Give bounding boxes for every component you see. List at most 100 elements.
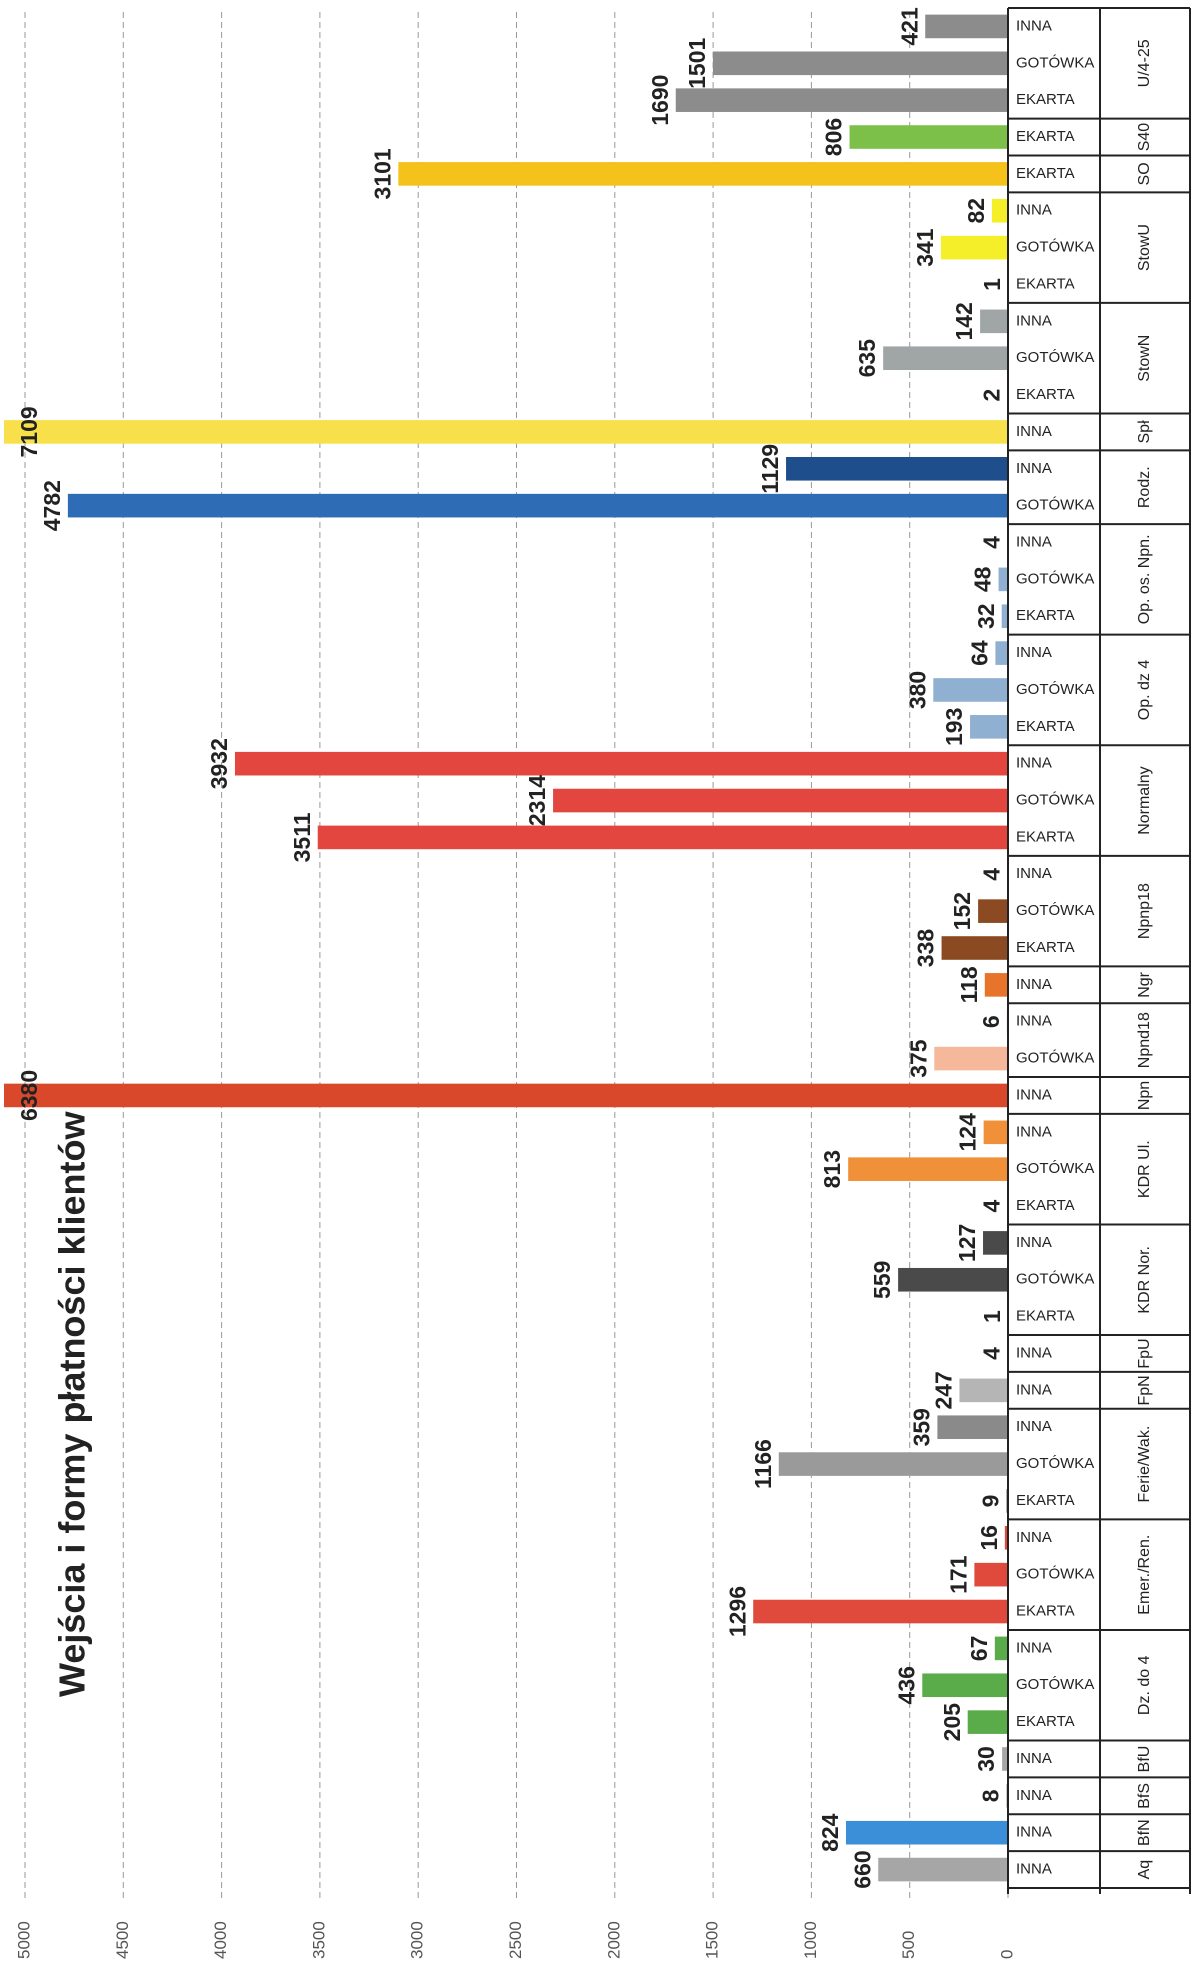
category-label: INNA bbox=[1016, 533, 1052, 550]
group-label: SO bbox=[1136, 162, 1153, 185]
group-label: StowN bbox=[1136, 335, 1153, 382]
group-label: Op. os. Npn. bbox=[1136, 534, 1153, 624]
category-label: EKARTA bbox=[1016, 828, 1075, 845]
group-label: Dz. do 4 bbox=[1136, 1655, 1153, 1715]
bar bbox=[849, 125, 1008, 149]
value-label: 635 bbox=[854, 339, 880, 378]
bar bbox=[922, 1673, 1008, 1698]
value-label: 6380 bbox=[16, 1070, 42, 1121]
category-label: INNA bbox=[1016, 1529, 1052, 1546]
y-tick-label: 4000 bbox=[211, 1921, 230, 1959]
value-label: 4 bbox=[978, 536, 1004, 549]
category-label: INNA bbox=[1016, 644, 1052, 661]
bar bbox=[848, 1157, 1008, 1181]
category-label: GOTÓWKA bbox=[1016, 1160, 1094, 1177]
bar bbox=[4, 1083, 1008, 1108]
group-label: StowU bbox=[1136, 224, 1153, 271]
group-label: BfN bbox=[1136, 1819, 1153, 1846]
value-label: 1501 bbox=[684, 38, 710, 89]
group-label: FpU bbox=[1136, 1338, 1153, 1368]
category-label: GOTÓWKA bbox=[1016, 1566, 1094, 1583]
value-label: 824 bbox=[817, 1813, 843, 1852]
category-label: GOTÓWKA bbox=[1016, 792, 1094, 809]
category-label: INNA bbox=[1016, 1824, 1052, 1841]
bar bbox=[883, 346, 1008, 370]
bar bbox=[974, 1562, 1008, 1587]
bar bbox=[934, 1046, 1008, 1071]
value-label: 247 bbox=[931, 1371, 957, 1409]
bar bbox=[970, 715, 1008, 739]
bar bbox=[1002, 1747, 1008, 1771]
category-label: EKARTA bbox=[1016, 275, 1075, 292]
bar bbox=[940, 235, 1008, 260]
y-tick-label: 3000 bbox=[408, 1921, 427, 1959]
category-label: GOTÓWKA bbox=[1016, 1271, 1094, 1288]
y-tick-label: 4500 bbox=[113, 1921, 132, 1959]
category-label: EKARTA bbox=[1016, 607, 1075, 624]
y-tick-label: 2500 bbox=[506, 1921, 525, 1959]
group-label: Npnd18 bbox=[1136, 1012, 1153, 1068]
value-label: 660 bbox=[849, 1850, 875, 1888]
category-label: GOTÓWKA bbox=[1016, 54, 1094, 71]
category-label: INNA bbox=[1016, 1639, 1052, 1656]
value-label: 205 bbox=[939, 1703, 965, 1742]
value-label: 32 bbox=[973, 603, 999, 629]
value-label: 3101 bbox=[369, 148, 395, 199]
group-label: Spł bbox=[1136, 420, 1153, 444]
category-label: GOTÓWKA bbox=[1016, 239, 1094, 256]
category-label: INNA bbox=[1016, 755, 1052, 772]
value-label: 3932 bbox=[206, 738, 232, 789]
group-label: S40 bbox=[1136, 123, 1153, 152]
category-label: INNA bbox=[1016, 1234, 1052, 1251]
value-label: 3511 bbox=[289, 812, 315, 862]
bar bbox=[941, 936, 1008, 960]
value-label: 127 bbox=[954, 1224, 980, 1262]
category-label: GOTÓWKA bbox=[1016, 497, 1094, 514]
y-tick-label: 0 bbox=[997, 1950, 1016, 1959]
value-label: 16 bbox=[976, 1525, 1002, 1551]
category-label: INNA bbox=[1016, 1418, 1052, 1435]
value-label: 2 bbox=[979, 389, 1005, 402]
category-label: EKARTA bbox=[1016, 165, 1075, 182]
bar bbox=[1001, 604, 1008, 629]
category-label: INNA bbox=[1016, 17, 1052, 34]
category-label: INNA bbox=[1016, 460, 1052, 477]
value-label: 82 bbox=[963, 198, 989, 224]
bar bbox=[4, 420, 1008, 444]
bar bbox=[978, 899, 1008, 923]
bar bbox=[994, 1636, 1008, 1661]
category-label: EKARTA bbox=[1016, 718, 1075, 735]
bar bbox=[712, 51, 1008, 76]
bar bbox=[991, 198, 1008, 223]
value-label: 1690 bbox=[647, 75, 673, 126]
value-label: 359 bbox=[908, 1408, 934, 1446]
group-label: Op. dz 4 bbox=[1136, 660, 1153, 721]
category-label: EKARTA bbox=[1016, 1197, 1075, 1214]
group-label: Npn bbox=[1136, 1081, 1153, 1110]
value-label: 7109 bbox=[16, 406, 42, 457]
category-label: INNA bbox=[1016, 1013, 1052, 1030]
category-label: INNA bbox=[1016, 1344, 1052, 1361]
category-label: INNA bbox=[1016, 1086, 1052, 1103]
bar bbox=[980, 309, 1008, 334]
category-label: GOTÓWKA bbox=[1016, 902, 1094, 919]
value-label: 2314 bbox=[524, 775, 550, 826]
value-label: 338 bbox=[913, 929, 939, 968]
category-label: GOTÓWKA bbox=[1016, 1455, 1094, 1472]
category-label: EKARTA bbox=[1016, 939, 1075, 956]
category-label: INNA bbox=[1016, 865, 1052, 882]
bar bbox=[984, 973, 1008, 997]
y-tick-label: 500 bbox=[899, 1931, 918, 1959]
plot-area bbox=[4, 14, 1008, 1882]
category-label: INNA bbox=[1016, 1381, 1052, 1398]
category-label: GOTÓWKA bbox=[1016, 1050, 1094, 1067]
value-label: 152 bbox=[949, 892, 975, 930]
group-label: Rodz. bbox=[1136, 466, 1153, 508]
value-label: 375 bbox=[905, 1039, 931, 1078]
group-label: Aq bbox=[1136, 1860, 1153, 1880]
group-label: BfS bbox=[1136, 1783, 1153, 1809]
y-tick-label: 3500 bbox=[309, 1921, 328, 1959]
category-label: GOTÓWKA bbox=[1016, 681, 1094, 698]
group-label: KDR Ul. bbox=[1136, 1140, 1153, 1198]
category-label: INNA bbox=[1016, 423, 1052, 440]
